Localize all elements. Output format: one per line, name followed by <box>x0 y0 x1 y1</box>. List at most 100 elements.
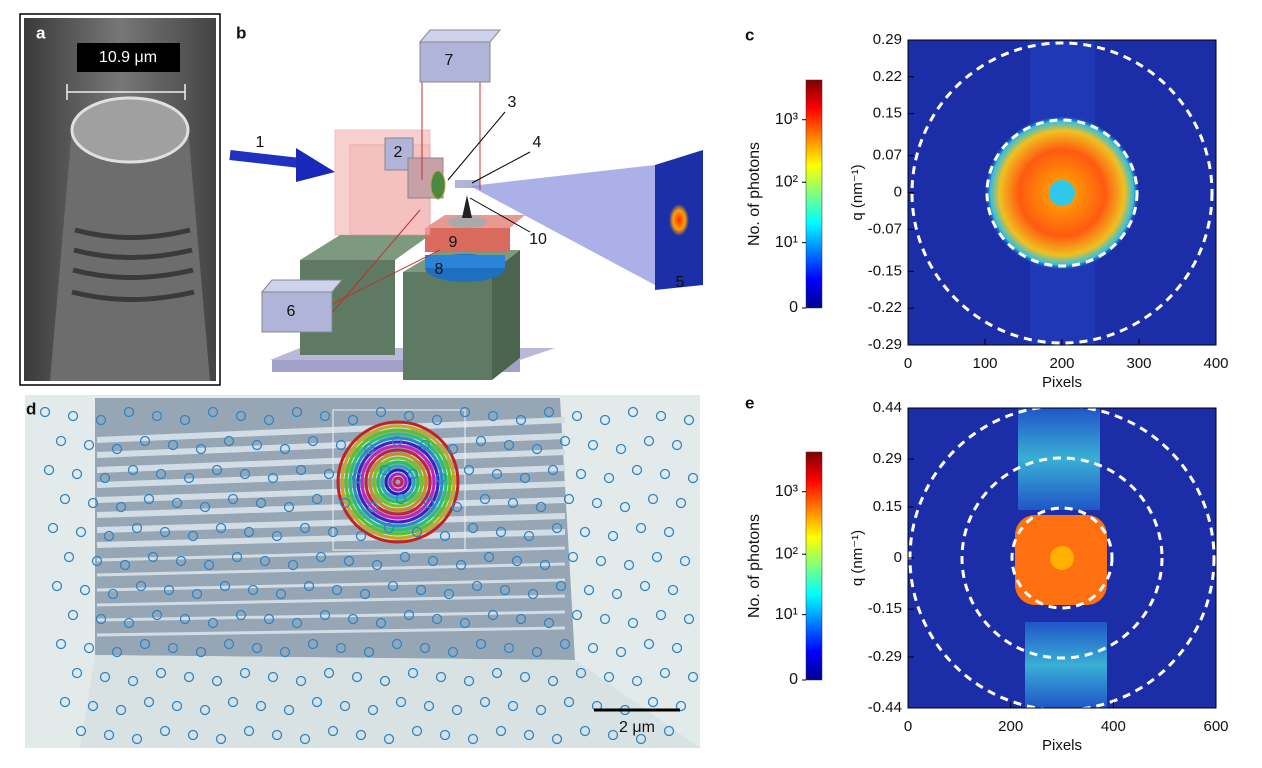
y-tick-label: 0.15 <box>873 498 902 515</box>
marker <box>643 638 655 650</box>
x-axis-label: Pixels <box>1042 374 1082 391</box>
marker <box>671 642 683 654</box>
marker <box>351 671 363 683</box>
marker <box>167 439 179 451</box>
marker <box>503 642 515 654</box>
marker <box>495 526 507 538</box>
marker <box>375 617 387 629</box>
marker <box>95 613 107 625</box>
colorbar-label: No. of photons <box>746 514 763 618</box>
callout: 3 <box>508 94 517 111</box>
y-tick-label: 0.15 <box>873 105 902 122</box>
marker <box>379 675 391 687</box>
marker <box>275 588 287 600</box>
marker <box>159 526 171 538</box>
marker <box>627 406 639 418</box>
marker <box>335 439 347 451</box>
colorbar <box>805 79 823 309</box>
marker <box>431 613 443 625</box>
marker <box>39 406 51 418</box>
x-tick-label: 0 <box>904 718 912 735</box>
marker <box>111 443 123 455</box>
marker <box>415 584 427 596</box>
colorbar <box>805 451 823 681</box>
marker <box>259 555 271 567</box>
marker <box>683 613 695 625</box>
marker <box>663 725 675 737</box>
panel-a: a 10.9 μm <box>19 13 221 386</box>
marker <box>107 588 119 600</box>
marker <box>147 551 159 563</box>
marker <box>571 410 583 422</box>
marker <box>51 580 63 592</box>
ring <box>392 476 404 488</box>
marker <box>623 559 635 571</box>
colorbar-tick-label: 10³ <box>775 483 799 500</box>
marker <box>479 696 491 708</box>
marker <box>255 497 267 509</box>
marker <box>183 472 195 484</box>
x-tick-label: 400 <box>1203 355 1228 372</box>
x-tick-label: 0 <box>904 355 912 372</box>
marker <box>119 559 131 571</box>
marker <box>327 526 339 538</box>
marker <box>339 700 351 712</box>
marker <box>655 410 667 422</box>
marker <box>227 493 239 505</box>
colorbar-label: No. of photons <box>746 142 763 246</box>
marker <box>355 530 367 542</box>
marker <box>235 410 247 422</box>
marker <box>55 435 67 447</box>
marker <box>267 671 279 683</box>
x-tick-label: 200 <box>1049 355 1074 372</box>
marker <box>583 584 595 596</box>
marker <box>315 551 327 563</box>
marker <box>187 729 199 741</box>
marker <box>171 700 183 712</box>
marker <box>587 439 599 451</box>
marker <box>447 443 459 455</box>
marker <box>515 613 527 625</box>
marker <box>443 588 455 600</box>
marker <box>255 700 267 712</box>
marker <box>411 526 423 538</box>
marker <box>207 617 219 629</box>
colorbar-tick-label: 0 <box>789 299 798 316</box>
stripe <box>96 449 566 473</box>
callout: 10 <box>529 231 547 248</box>
marker <box>239 667 251 679</box>
marker <box>55 638 67 650</box>
marker <box>651 551 663 563</box>
ring <box>340 424 456 540</box>
marker <box>75 526 87 538</box>
marker <box>655 609 667 621</box>
marker <box>183 671 195 683</box>
marker <box>311 696 323 708</box>
ring <box>384 468 412 496</box>
marker <box>63 551 75 563</box>
marker <box>239 468 251 480</box>
stripe <box>96 594 566 607</box>
marker <box>383 733 395 745</box>
stripe <box>96 417 566 443</box>
ring <box>364 448 432 516</box>
marker <box>251 642 263 654</box>
marker <box>263 613 275 625</box>
callout: 5 <box>676 274 685 291</box>
marker <box>323 468 335 480</box>
marker <box>599 414 611 426</box>
marker <box>215 522 227 534</box>
stripe <box>96 546 566 562</box>
marker <box>627 617 639 629</box>
marker <box>143 493 155 505</box>
marker <box>75 725 87 737</box>
scale-label: 10.9 μm <box>99 49 157 66</box>
marker <box>391 638 403 650</box>
colorbar-tick-label: 10¹ <box>775 606 798 623</box>
marker <box>407 468 419 480</box>
marker <box>619 501 631 513</box>
panel-label: a <box>36 23 46 42</box>
marker <box>299 522 311 534</box>
marker <box>307 435 319 447</box>
marker <box>635 733 647 745</box>
